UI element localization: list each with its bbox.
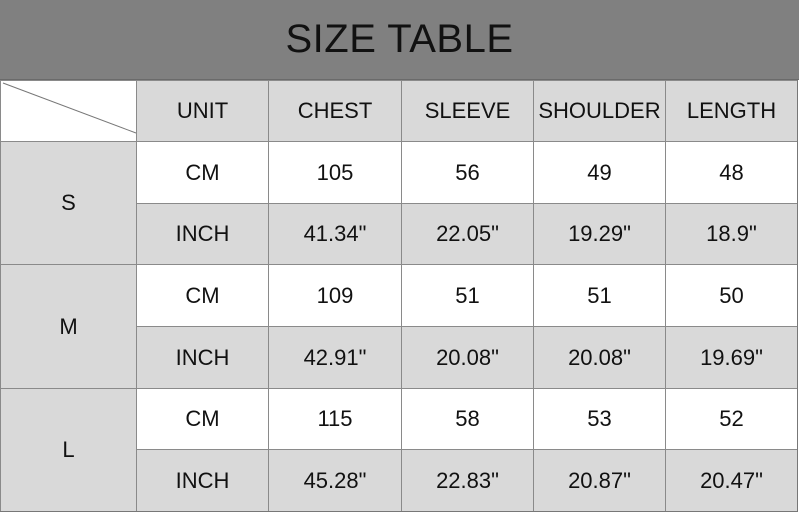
value-cell-shoulder: 49 [533, 141, 665, 203]
value-cell-sleeve: 56 [401, 141, 533, 203]
unit-cell: INCH [136, 326, 268, 388]
unit-cell: CM [136, 264, 268, 326]
value-cell-chest: 115 [268, 388, 401, 449]
value-cell-chest: 109 [268, 264, 401, 326]
value-cell-length: 19.69" [665, 326, 797, 388]
value-cell-shoulder: 20.87" [533, 449, 665, 511]
value-cell-chest: 45.28" [268, 449, 401, 511]
size-label-m: M [0, 264, 136, 388]
header-sleeve: SLEEVE [401, 80, 533, 141]
value-cell-shoulder: 51 [533, 264, 665, 326]
value-cell-length: 18.9" [665, 203, 797, 264]
value-cell-chest: 105 [268, 141, 401, 203]
size-label-l: L [0, 388, 136, 511]
unit-cell: CM [136, 141, 268, 203]
corner-cell [0, 80, 137, 141]
value-cell-sleeve: 22.05" [401, 203, 533, 264]
page-title: SIZE TABLE [285, 17, 514, 61]
value-cell-shoulder: 20.08" [533, 326, 665, 388]
value-cell-sleeve: 58 [401, 388, 533, 449]
value-cell-length: 20.47" [665, 449, 797, 511]
value-cell-length: 48 [665, 141, 797, 203]
header-shoulder: SHOULDER [533, 80, 665, 141]
size-table: UNIT CHEST SLEEVE SHOULDER LENGTH S CM 105 56 49 4… [0, 80, 798, 512]
header-length: LENGTH [665, 80, 797, 141]
size-label-s: S [0, 141, 136, 264]
value-cell-chest: 42.91" [268, 326, 401, 388]
value-cell-chest: 41.34" [268, 203, 401, 264]
value-cell-sleeve: 22.83" [401, 449, 533, 511]
value-cell-shoulder: 53 [533, 388, 665, 449]
unit-cell: CM [136, 388, 268, 449]
value-cell-length: 52 [665, 388, 797, 449]
diagonal-line [2, 82, 137, 134]
unit-cell: INCH [136, 449, 268, 511]
value-cell-length: 50 [665, 264, 797, 326]
header-chest: CHEST [268, 80, 401, 141]
value-cell-sleeve: 20.08" [401, 326, 533, 388]
value-cell-sleeve: 51 [401, 264, 533, 326]
value-cell-shoulder: 19.29" [533, 203, 665, 264]
title-bar: SIZE TABLE [0, 0, 799, 80]
header-unit: UNIT [136, 80, 268, 141]
unit-cell: INCH [136, 203, 268, 264]
